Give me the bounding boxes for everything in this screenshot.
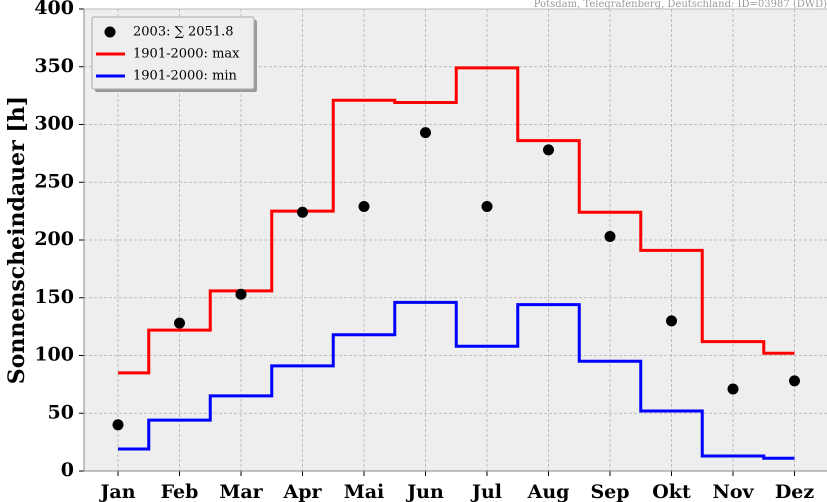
y-tick-label: 50	[48, 401, 74, 423]
x-tick-label: Okt	[652, 481, 691, 502]
y-tick-label: 250	[34, 170, 74, 192]
y-tick-label: 300	[34, 113, 74, 135]
x-tick-label: Jun	[405, 481, 444, 502]
x-tick-label: Aug	[527, 481, 570, 502]
x-tick-label: Nov	[712, 481, 754, 502]
legend: 2003: ∑ 2051.8 1901-2000: max 1901-2000: m…	[91, 16, 257, 92]
data-point	[543, 144, 554, 156]
x-tick-label: Mai	[344, 481, 385, 502]
y-tick-label: 400	[34, 0, 74, 19]
data-point	[358, 201, 370, 213]
data-point	[420, 127, 431, 139]
axes: 0 50 100 150 200 250 300 350 400 Jan Feb Mar Apr Mai J…	[34, 0, 827, 502]
legend-marker	[104, 26, 116, 38]
x-tick-label: Sep	[590, 481, 629, 502]
y-axis-label: Sonnenscheindauer [h]	[4, 96, 30, 384]
data-point	[174, 317, 185, 329]
x-tick-label: Mar	[219, 481, 263, 502]
legend-box	[91, 16, 255, 90]
legend-label: 1901-2000: max	[133, 47, 240, 62]
series-layer	[112, 66, 800, 460]
data-point	[789, 375, 800, 387]
data-point	[666, 315, 677, 327]
legend-label: 1901-2000: min	[133, 69, 238, 84]
step-line-min	[118, 300, 795, 460]
x-tick-label: Jan	[98, 481, 135, 502]
step-line-max	[118, 66, 795, 375]
y-tick-label: 100	[34, 344, 74, 366]
legend-label: 2003: ∑ 2051.8	[133, 25, 234, 40]
x-tick-label: Feb	[161, 481, 199, 502]
data-point	[604, 231, 616, 243]
x-tick-label: Jul	[470, 481, 502, 502]
source-label: Potsdam, Telegrafenberg, Deutschland: ID…	[534, 0, 827, 10]
y-tick-label: 350	[34, 55, 74, 77]
data-point	[481, 201, 493, 213]
data-point	[235, 288, 247, 300]
x-tick-label: Dez	[775, 481, 815, 502]
x-tick-label: Apr	[282, 481, 322, 502]
y-tick-label: 150	[34, 286, 74, 308]
y-tick-label: 0	[61, 459, 74, 481]
data-point	[112, 419, 124, 431]
data-point	[297, 206, 308, 218]
data-point	[727, 383, 739, 395]
y-tick-label: 200	[34, 228, 74, 250]
